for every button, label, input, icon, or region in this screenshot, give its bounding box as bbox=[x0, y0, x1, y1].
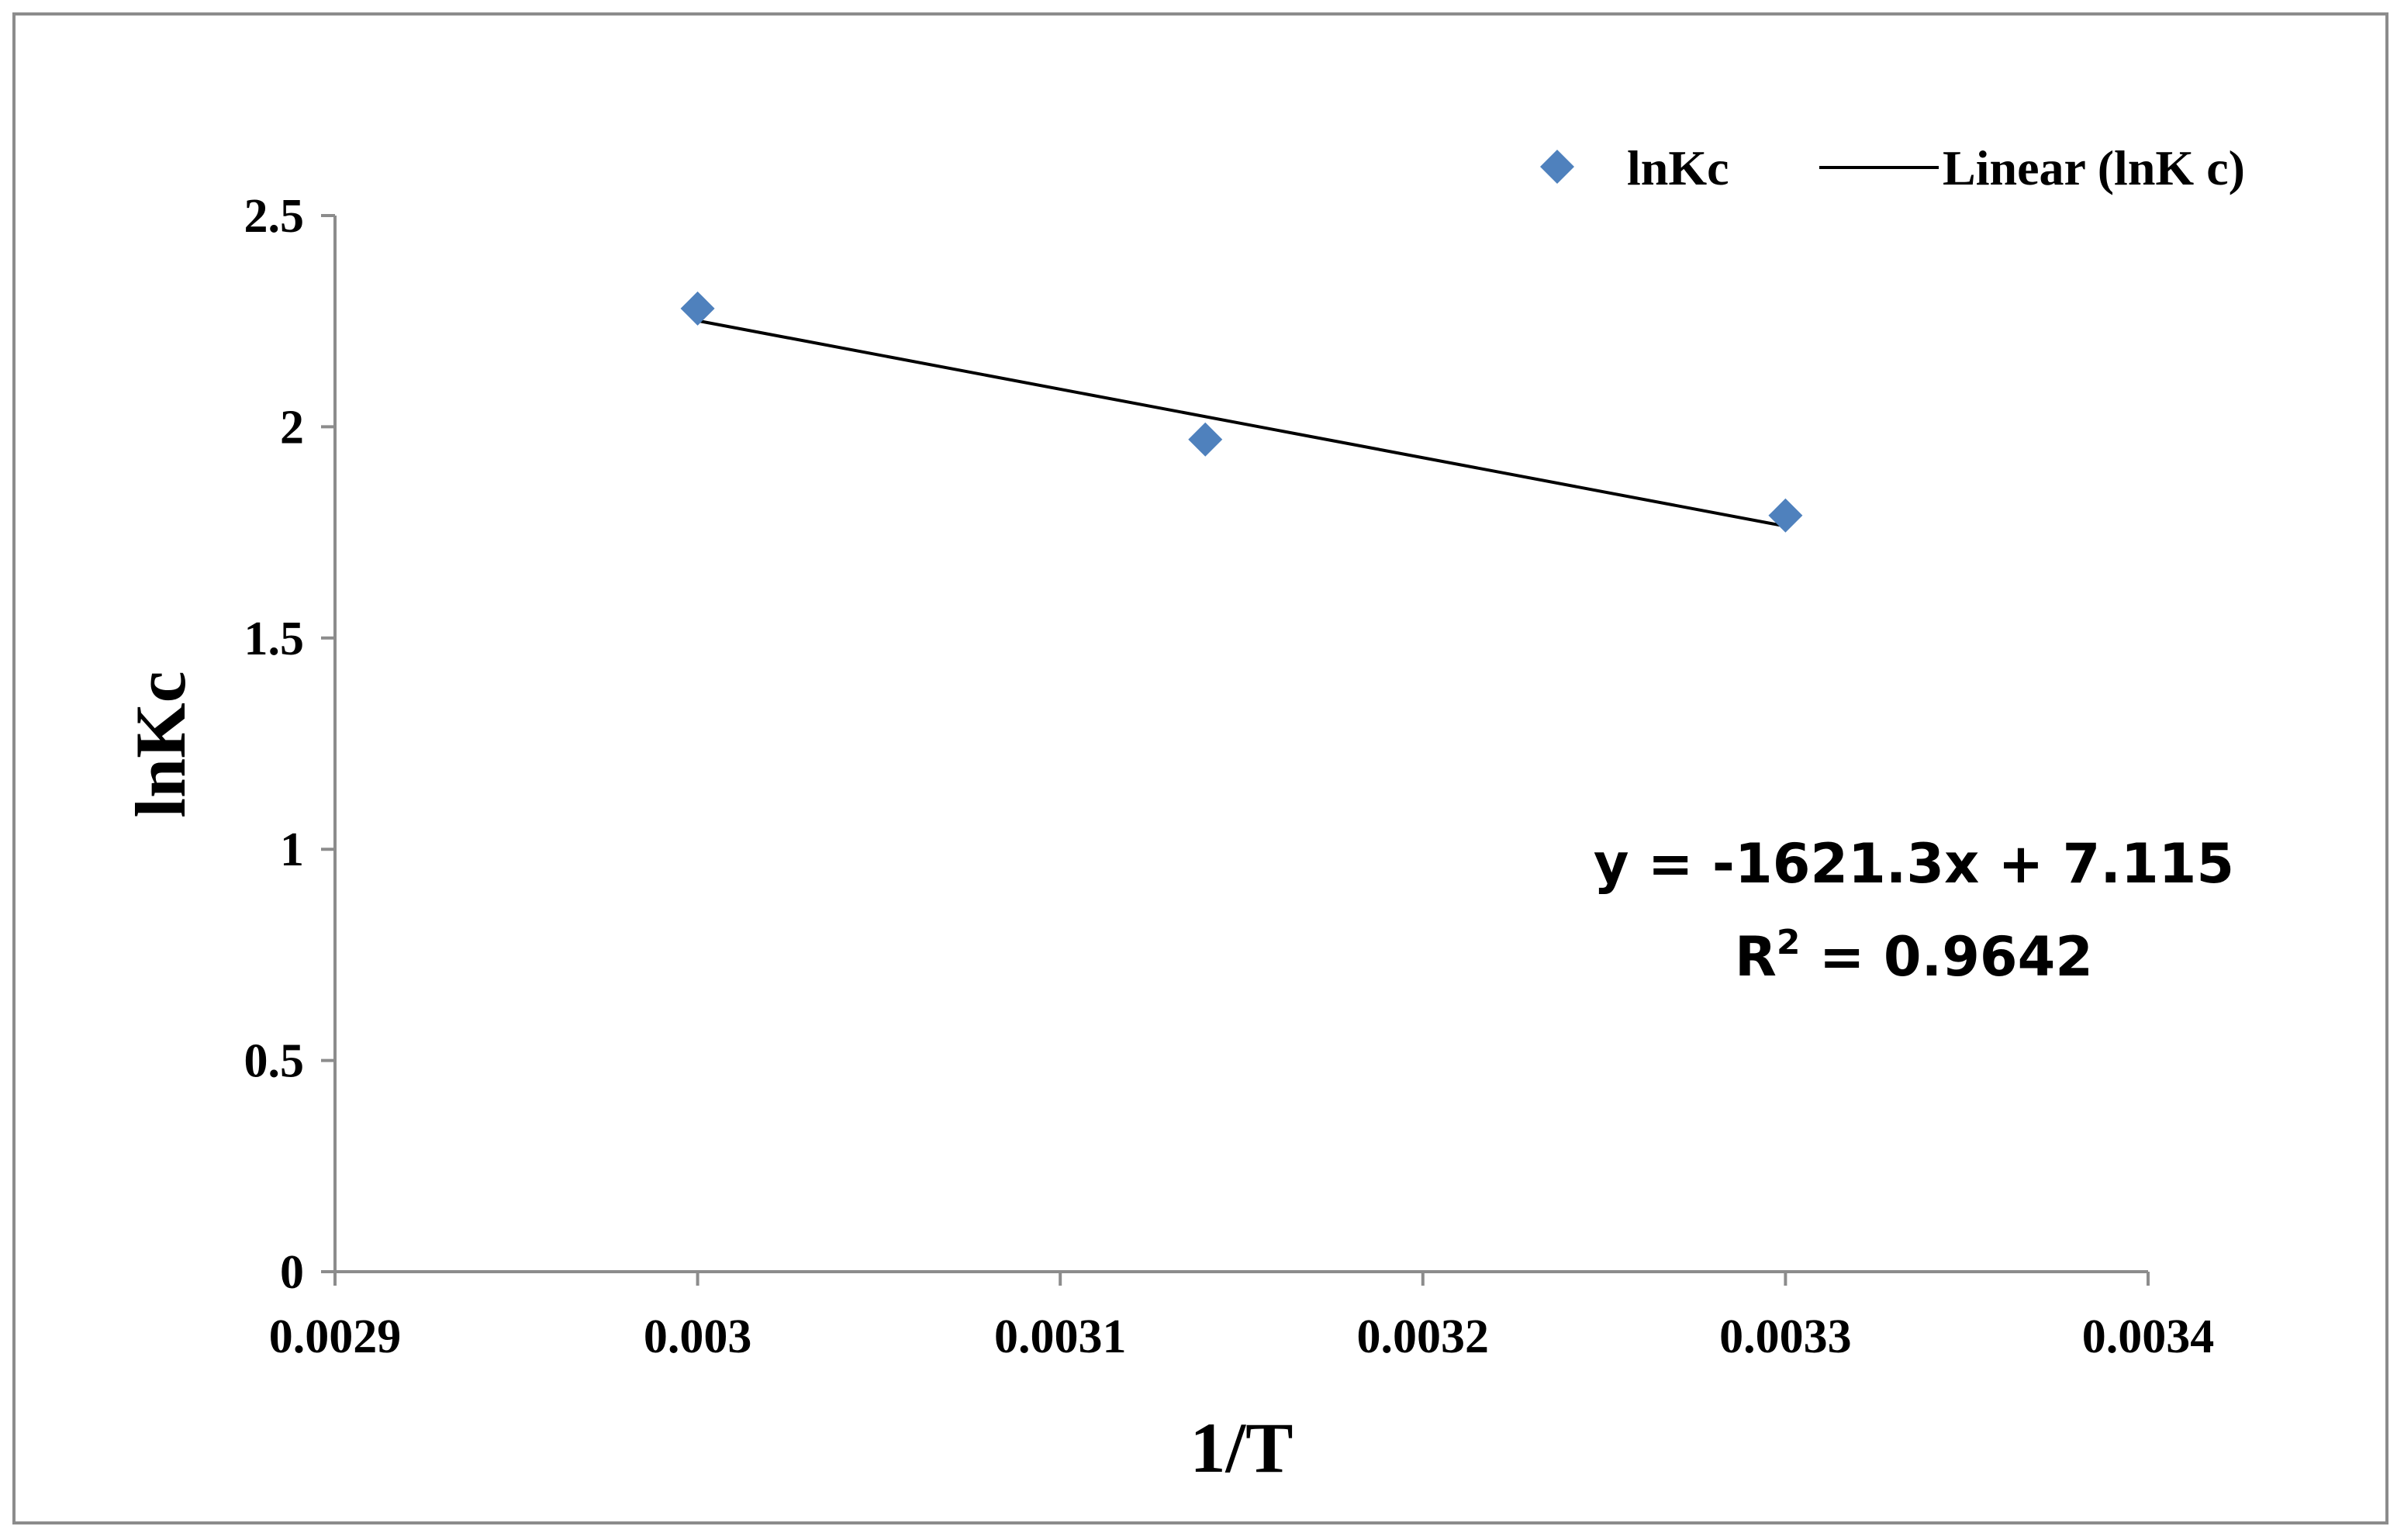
r-squared-value: = 0.9642 bbox=[1801, 925, 2094, 989]
trendline bbox=[697, 319, 1786, 528]
data-point bbox=[1768, 498, 1803, 533]
x-tick-label: 0.0032 bbox=[1357, 1310, 1490, 1363]
y-axis-title: lnKc bbox=[121, 671, 200, 817]
r-squared-superscript: 2 bbox=[1777, 923, 1801, 962]
r-squared-label: R2 = 0.9642 bbox=[1735, 923, 2093, 989]
y-tick-label: 1 bbox=[280, 824, 304, 876]
legend: lnKc Linear (lnK c) bbox=[1540, 140, 2245, 195]
legend-marker-diamond bbox=[1540, 150, 1574, 184]
trendline-group bbox=[697, 319, 1786, 528]
x-tick-label: 0.003 bbox=[644, 1310, 752, 1363]
r-squared-prefix: R bbox=[1735, 925, 1777, 989]
legend-label-series: lnKc bbox=[1627, 140, 1729, 195]
x-tick-label: 0.0033 bbox=[1719, 1310, 1852, 1363]
data-point bbox=[1188, 422, 1223, 457]
x-axis-title: 1/T bbox=[1190, 1408, 1294, 1487]
y-axis-ticks: 0 0.5 1 1.5 2 2.5 bbox=[244, 190, 335, 1299]
x-axis-ticks: 0.0029 0.003 0.0031 0.0032 0.0033 0.0034 bbox=[269, 1272, 2215, 1363]
x-tick-label: 0.0029 bbox=[269, 1310, 402, 1363]
y-tick-label: 0.5 bbox=[244, 1035, 305, 1088]
y-tick-label: 1.5 bbox=[244, 613, 305, 665]
y-tick-label: 2 bbox=[280, 401, 304, 454]
data-point bbox=[680, 291, 715, 326]
y-tick-label: 0 bbox=[280, 1246, 304, 1299]
legend-label-trendline: Linear (lnK c) bbox=[1943, 140, 2245, 195]
x-tick-label: 0.0034 bbox=[2082, 1310, 2215, 1363]
x-tick-label: 0.0031 bbox=[994, 1310, 1127, 1363]
trendline-equation: y = -1621.3x + 7.115 bbox=[1594, 832, 2234, 896]
y-tick-label: 2.5 bbox=[244, 190, 305, 243]
data-points-group bbox=[680, 291, 1803, 533]
